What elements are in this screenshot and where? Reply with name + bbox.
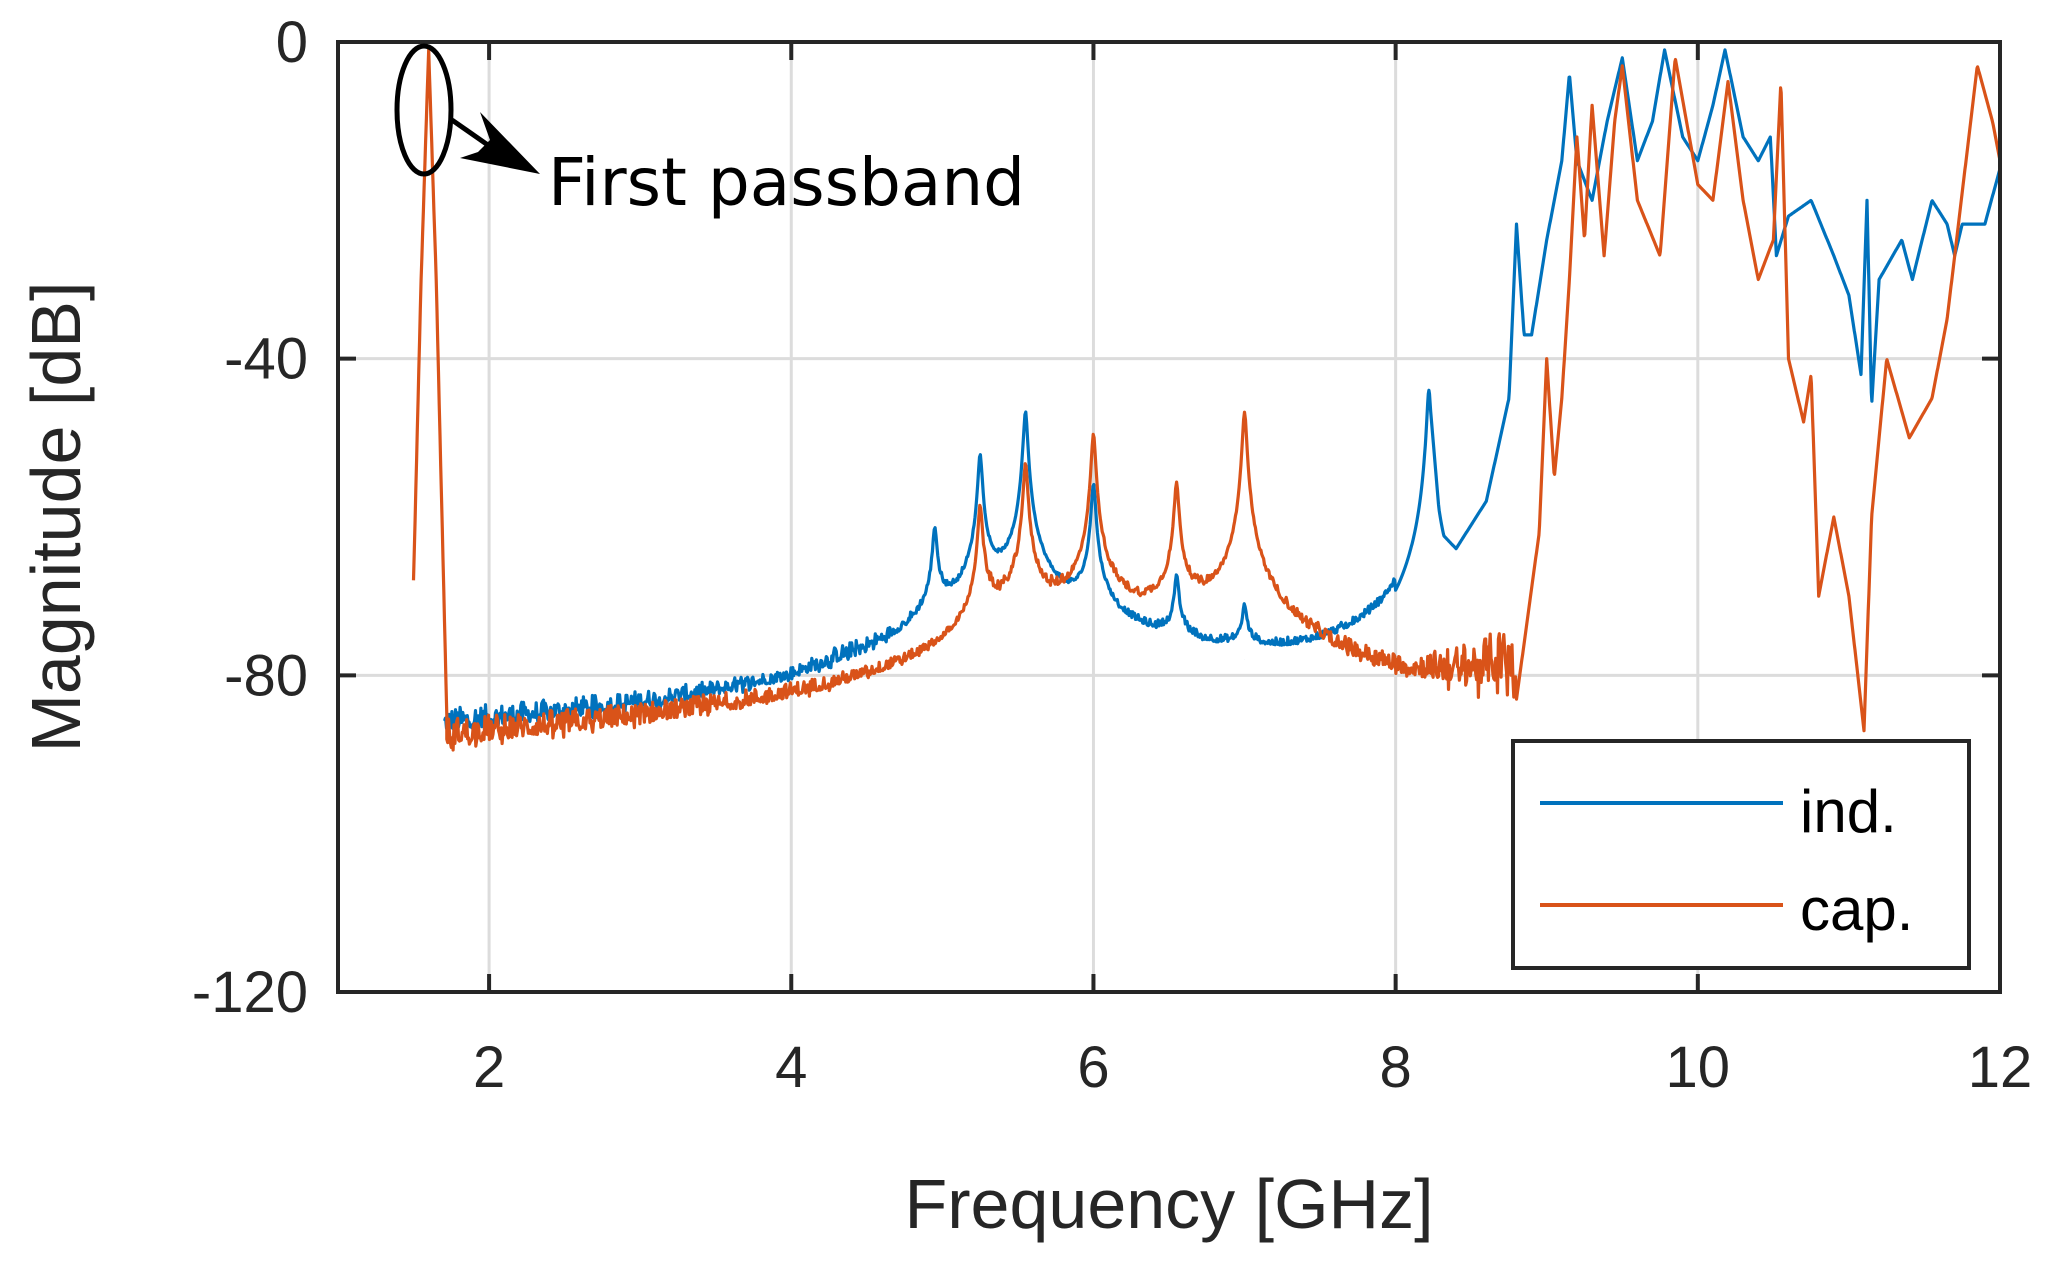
annotation-text: First passband: [548, 144, 1025, 221]
x-axis-label: Frequency [GHz]: [904, 1165, 1433, 1243]
y-tick-label: 0: [276, 10, 308, 75]
plot-area: [411, 48, 2000, 752]
x-tick-label: 12: [1968, 1035, 2033, 1100]
series-line-ind: [442, 48, 2000, 730]
x-tick-label: 8: [1380, 1035, 1412, 1100]
axes-box: [336, 40, 2002, 994]
x-tick-label: 10: [1666, 1035, 1731, 1100]
legend-label-cap: cap.: [1800, 876, 1913, 943]
axis-ticks: [338, 40, 2002, 994]
legend-box: [1511, 739, 1971, 970]
x-tick-label: 6: [1077, 1035, 1109, 1100]
legend: ind. cap.: [1511, 739, 1971, 970]
y-axis-label: Magnitude [dB]: [17, 282, 95, 753]
annotation-ellipse: [394, 43, 454, 177]
arrow-head-icon: [460, 112, 540, 174]
x-tick-label: 2: [473, 1035, 505, 1100]
y-tick-label: -120: [192, 960, 308, 1025]
x-tick-label: 4: [775, 1035, 807, 1100]
first-passband-annotation: First passband: [394, 43, 1025, 221]
y-tick-label: -80: [224, 643, 308, 708]
y-tick-label: -40: [224, 327, 308, 392]
legend-label-ind: ind.: [1800, 778, 1897, 845]
series-line-cap: [411, 48, 2000, 752]
